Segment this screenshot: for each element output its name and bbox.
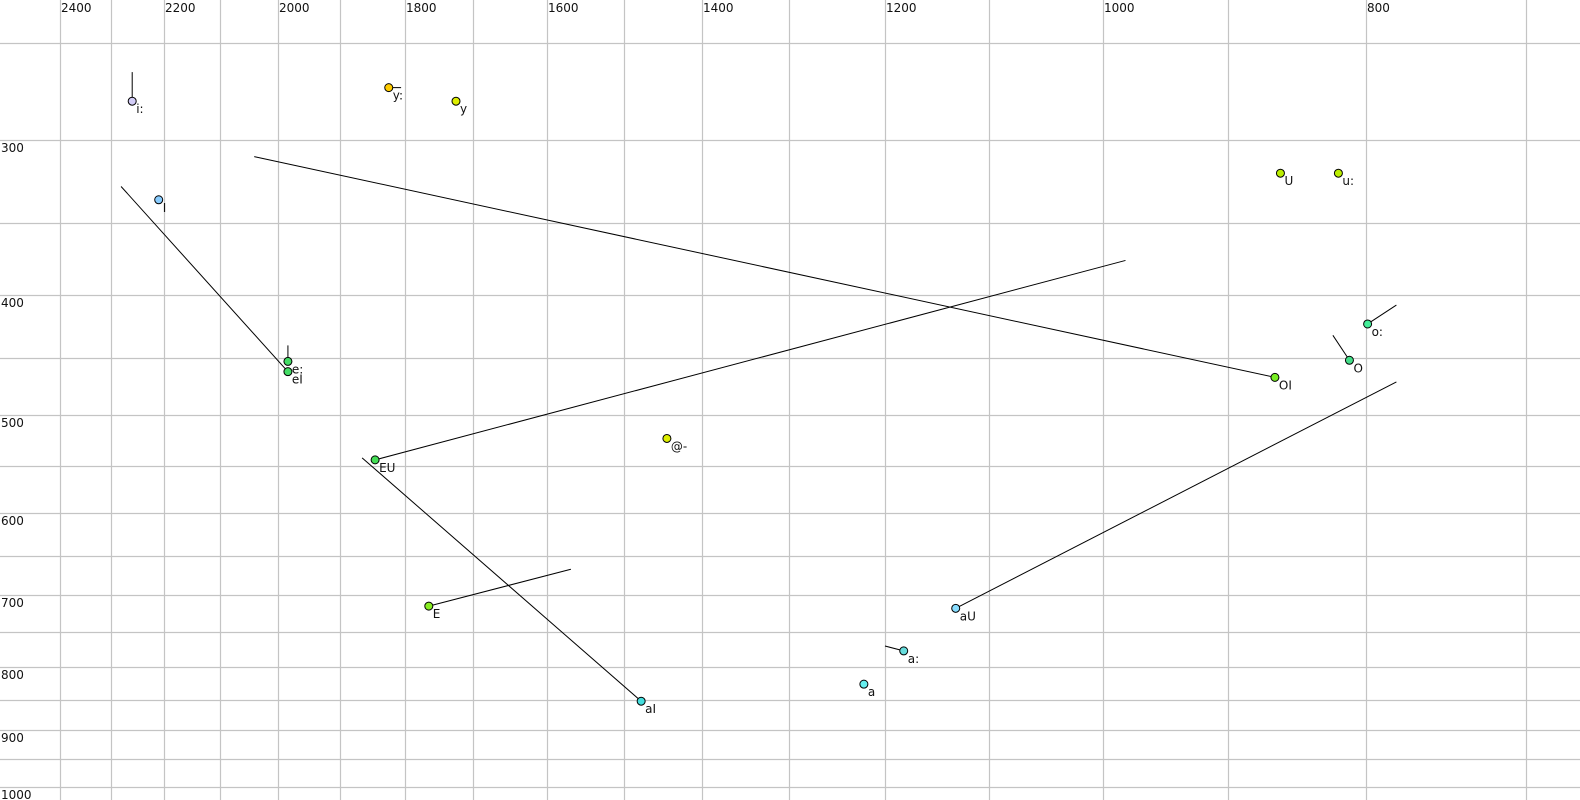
x-tick-label: 1000 [1104,1,1135,15]
vowel-label: EU [379,461,395,475]
vowel-point [154,195,164,205]
x-tick-label: 1400 [703,1,734,15]
y-tick-label: 300 [1,141,24,155]
trajectory-line [361,457,642,702]
vowel-label: a [868,685,875,699]
vowel-label: @- [671,439,687,453]
trajectory-line [254,156,1276,378]
vowel-point [636,696,646,706]
vowel-label: U [1284,174,1293,188]
vowel-point [662,433,672,443]
vowel-label: I [163,201,167,215]
vowel-point [370,455,380,465]
vowel-point [424,601,434,611]
vowel-label: eI [292,373,303,387]
vowel-point [283,356,293,366]
vowel-label: a: [908,652,919,666]
vowel-point [1333,168,1343,178]
vowel-point [1344,355,1354,365]
trajectory-line [1332,335,1350,361]
vowel-label: y [460,102,467,116]
y-tick-label: 600 [1,514,24,528]
trajectory-line [1367,304,1397,325]
vowel-point [451,96,461,106]
vowel-label: i: [136,102,143,116]
vowel-label: u: [1342,174,1354,188]
vowel-point [127,96,137,106]
vowel-label: y: [393,89,403,103]
x-tick-label: 1800 [406,1,437,15]
vowel-label: OI [1279,378,1292,392]
vowel-label: E [433,607,441,621]
y-tick-label: 400 [1,296,24,310]
y-tick-label: 700 [1,596,24,610]
vowel-point [1270,372,1280,382]
x-tick-label: 2200 [165,1,196,15]
y-tick-label: 500 [1,416,24,430]
vowel-point [1275,168,1285,178]
x-tick-label: 1200 [886,1,917,15]
vowel-point [899,646,909,656]
vowel-label: o: [1372,325,1383,339]
trajectories [120,72,1397,702]
x-tick-label: 2400 [61,1,92,15]
y-tick-label: 800 [1,668,24,682]
x-tick-label: 2000 [279,1,310,15]
points: i: y: y Ie:eI EU @- EaI a a: aU OI U u: o: O [127,83,1383,716]
x-tick-label: 800 [1367,1,1390,15]
vowel-point [951,603,961,613]
vowel-label: aU [960,609,976,623]
vowel-point [283,367,293,377]
x-tick-label: 1600 [548,1,579,15]
trajectory-line [428,568,571,607]
trajectory-line [955,381,1397,609]
vowel-point [859,679,869,689]
vowel-point [384,83,394,93]
vowel-label: e: [292,362,303,376]
trajectory-line [120,186,289,373]
vowel-point [1363,319,1373,329]
tick-labels: 2400 2200 2000 1800 1600 1400 1200 1000 800 300 40… [1,1,1390,800]
vowel-label: O [1353,361,1362,375]
vowel-label: aI [645,702,656,716]
trajectory-line [374,259,1126,461]
y-tick-label: 900 [1,731,24,745]
y-tick-label: 1000 [1,788,32,800]
